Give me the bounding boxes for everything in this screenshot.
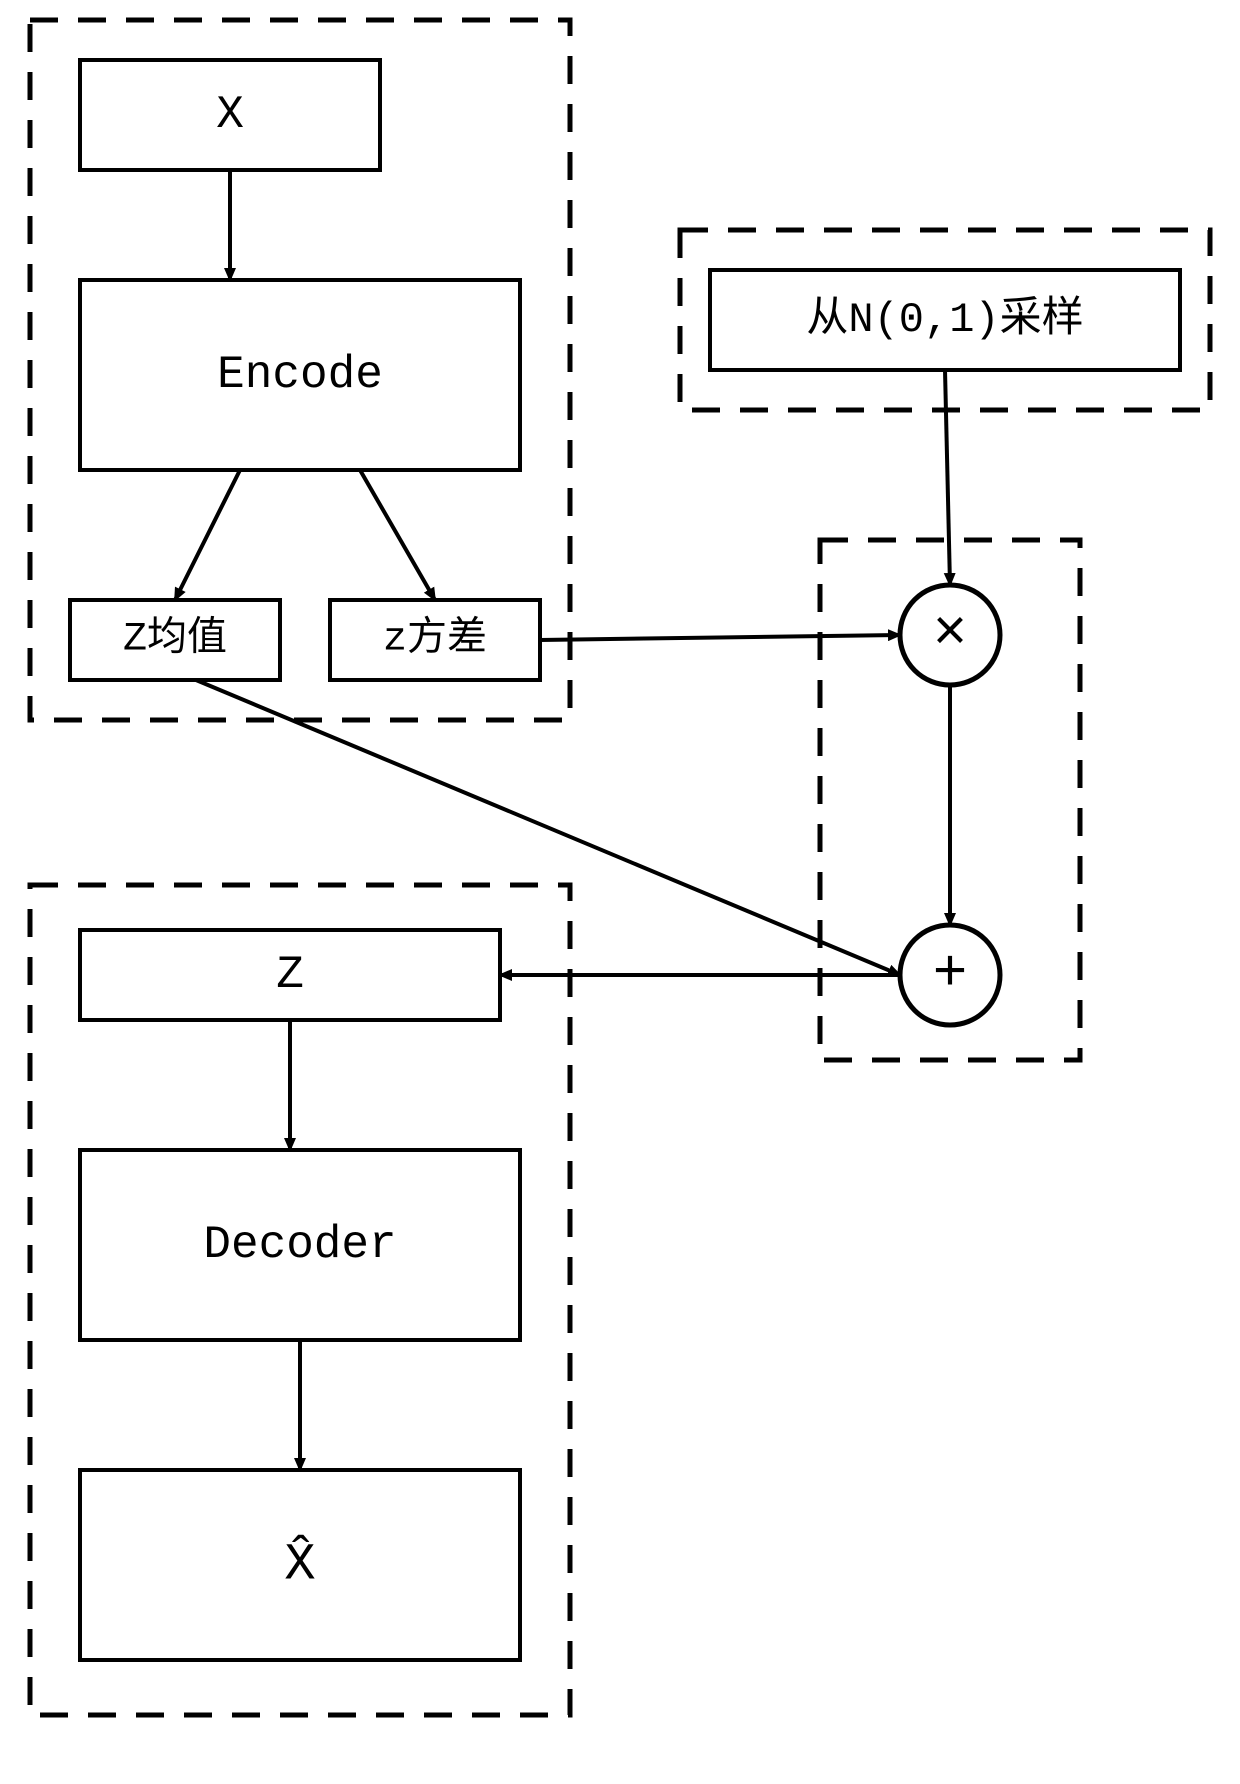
edge-zvar-to-mult xyxy=(540,635,900,640)
sample-label: 从N(0,1)采样 xyxy=(806,295,1083,344)
edge-encode-to-zmean xyxy=(175,470,240,600)
decoder-label: Decoder xyxy=(203,1219,396,1271)
z_var-label: z方差 xyxy=(383,615,487,663)
x_hat-label: X̂ xyxy=(284,1533,315,1594)
edge-sample-to-mult xyxy=(945,370,950,585)
z_mean-label: Z均值 xyxy=(123,616,227,663)
multiply-symbol: × xyxy=(933,603,968,668)
add-symbol: + xyxy=(933,943,968,1008)
encode-label: Encode xyxy=(217,349,383,401)
z-label: Z xyxy=(276,949,304,1001)
edge-encode-to-zvar xyxy=(360,470,435,600)
x_input-label: X xyxy=(216,89,244,141)
